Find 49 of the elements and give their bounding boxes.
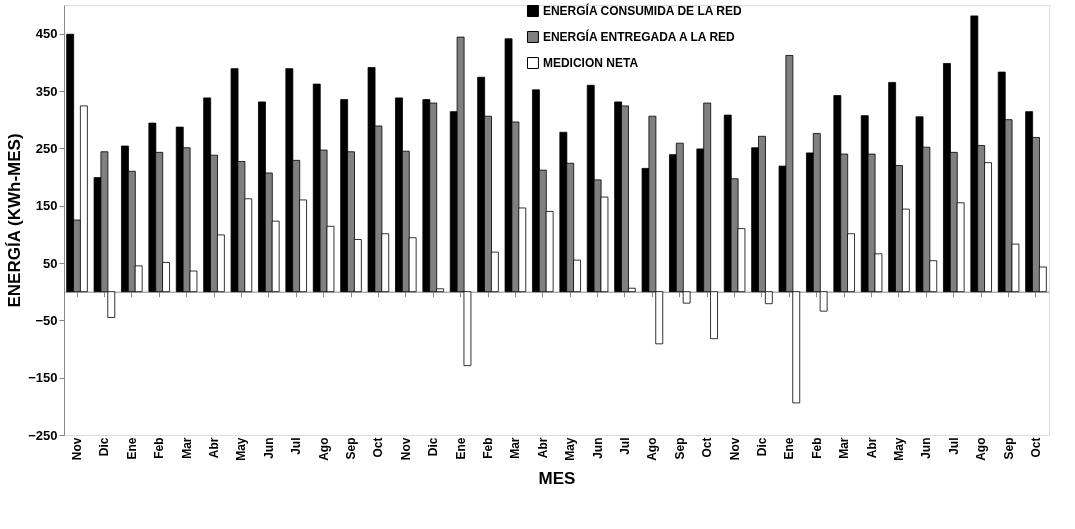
x-tick-label: May (234, 437, 249, 461)
y-tick-label: −50 (35, 312, 58, 328)
x-tick-label: Sep (1001, 437, 1016, 460)
x-tick-label: Oct (1028, 437, 1043, 458)
y-tick-label: 250 (35, 140, 58, 156)
x-tick-label: Oct (700, 437, 715, 458)
x-tick-label: Mar (179, 437, 194, 459)
x-tick-label: Sep (672, 437, 687, 460)
legend-label: MEDICION NETA (542, 56, 639, 70)
x-tick-label: Ene (782, 437, 797, 460)
x-tick-label: Jun (261, 437, 276, 459)
x-tick-label: Nov (727, 437, 742, 461)
x-tick-label: Jul (289, 437, 304, 455)
x-tick-label: Feb (481, 437, 495, 459)
x-tick-label: Dic (97, 437, 112, 457)
y-axis-title: ENERGÍA (KWh-MES) (5, 133, 25, 308)
x-tick-label: Jul (618, 437, 632, 455)
x-tick-label: Nov (398, 437, 413, 461)
x-tick-label: Jun (590, 437, 605, 459)
x-tick-label: Jul (946, 437, 961, 455)
y-tick-label: −150 (28, 370, 58, 386)
x-tick-label: May (563, 437, 578, 461)
x-tick-label: Nov (70, 437, 85, 461)
y-tick-label: 450 (35, 26, 58, 42)
x-tick-label: Ago (974, 437, 989, 461)
x-tick-label: Ago (645, 437, 660, 461)
legend-label: ENERGÍA CONSUMIDA DE LA RED (542, 3, 742, 18)
x-tick-label: Oct (371, 437, 386, 458)
y-tick-label: −250 (28, 427, 58, 443)
x-tick-label: Ago (316, 437, 331, 461)
x-tick-label: Feb (152, 437, 167, 459)
x-tick-label: May (891, 437, 906, 461)
x-tick-label: Abr (535, 437, 550, 459)
legend-label: ENERGÍA ENTREGADA A LA RED (542, 29, 736, 44)
x-tick-label: Abr (207, 437, 222, 459)
y-tick-label: 50 (43, 255, 58, 271)
y-tick-label: 150 (35, 198, 58, 214)
x-tick-label: Mar (508, 437, 523, 459)
x-tick-label: Sep (344, 437, 359, 460)
x-axis-title: MES (538, 468, 576, 488)
x-tick-label: Ene (124, 437, 139, 460)
x-tick-label: Feb (809, 437, 824, 459)
y-tick-label: 350 (35, 83, 58, 99)
x-tick-label: Dic (426, 437, 441, 457)
x-tick-label: Abr (864, 437, 879, 459)
x-tick-label: Mar (837, 437, 852, 459)
x-tick-label: Dic (754, 437, 769, 457)
x-tick-label: Jun (919, 437, 934, 459)
x-tick-label: Ene (453, 437, 468, 460)
